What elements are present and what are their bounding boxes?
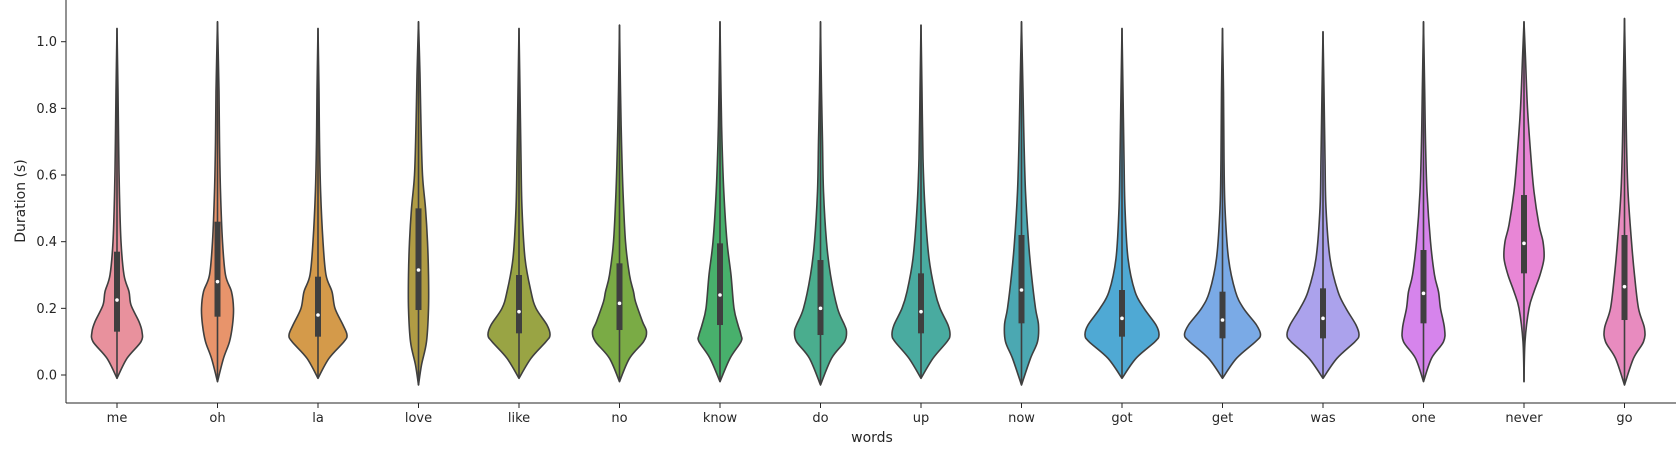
- violin-know: [697, 20, 743, 383]
- violin-la: [288, 27, 348, 380]
- violin-never: [1503, 20, 1545, 383]
- violin-iqr-box: [1420, 250, 1427, 324]
- violin-iqr-box: [717, 243, 723, 326]
- violin-iqr-box: [817, 260, 824, 336]
- violin-median: [215, 279, 220, 284]
- x-tick-label-never: never: [1505, 411, 1543, 426]
- violin-median: [1321, 316, 1325, 321]
- violin-median: [1421, 291, 1426, 296]
- violin-iqr-box: [415, 208, 422, 311]
- violin-get: [1183, 27, 1262, 380]
- violin-one: [1401, 20, 1446, 383]
- violin-do: [793, 20, 848, 386]
- x-tick-label-get: get: [1212, 411, 1233, 426]
- violin-median: [1220, 318, 1225, 322]
- violin-iqr-box: [1018, 235, 1025, 324]
- violin-oh: [200, 20, 235, 383]
- x-tick-label-me: me: [107, 411, 128, 426]
- violin-median: [818, 306, 823, 311]
- violin-me: [90, 27, 144, 380]
- violin-go: [1603, 17, 1646, 386]
- violin-median: [617, 301, 622, 306]
- x-tick-label-love: love: [405, 411, 432, 426]
- y-tick-label: 0.0: [36, 369, 57, 384]
- x-axis-label: words: [851, 430, 893, 446]
- violin-iqr-box: [1119, 290, 1125, 337]
- violin-iqr-box: [1521, 195, 1527, 274]
- x-axis-ticks: me oh la love like no know do up now got get was one n…: [107, 403, 1633, 426]
- x-tick-label-do: do: [812, 411, 828, 426]
- violin-was: [1286, 30, 1360, 380]
- y-tick-label: 0.6: [36, 169, 57, 184]
- violin-like: [487, 27, 551, 380]
- violin-median: [718, 293, 722, 297]
- y-tick-label: 0.8: [36, 102, 57, 117]
- x-tick-label-like: like: [508, 411, 530, 426]
- violin-median: [1622, 284, 1627, 289]
- violin-iqr-box: [616, 263, 623, 331]
- violin-median: [919, 309, 923, 314]
- violin-median: [115, 298, 119, 302]
- x-tick-label-know: know: [703, 411, 738, 426]
- violin-iqr-box: [1621, 235, 1628, 321]
- x-tick-label-go: go: [1616, 411, 1632, 426]
- violin-median: [1522, 241, 1526, 246]
- y-tick-label: 0.2: [36, 302, 57, 317]
- violin-iqr-box: [1320, 288, 1326, 339]
- x-tick-label-oh: oh: [209, 411, 225, 426]
- x-tick-label-was: was: [1310, 411, 1336, 426]
- violin-got: [1084, 27, 1160, 380]
- violin-median: [1019, 288, 1024, 292]
- y-tick-label: 1.0: [36, 35, 57, 50]
- y-axis-label: Duration (s): [13, 159, 29, 242]
- plot-area: [90, 17, 1646, 386]
- x-tick-label-got: got: [1111, 411, 1132, 426]
- y-tick-label: 0.4: [36, 235, 57, 250]
- violin-median: [416, 268, 421, 272]
- x-tick-label-now: now: [1008, 411, 1035, 426]
- violin-now: [1003, 20, 1040, 386]
- y-axis-ticks: 0.0 0.2 0.4 0.6 0.8 1.0: [36, 35, 66, 384]
- violin-iqr-box: [516, 275, 522, 334]
- violin-up: [891, 24, 951, 380]
- violin-median: [517, 309, 521, 314]
- x-tick-label-la: la: [312, 411, 324, 426]
- violin-love: [407, 20, 430, 386]
- x-tick-label-no: no: [611, 411, 627, 426]
- x-tick-label-one: one: [1411, 411, 1435, 426]
- violin-median: [1120, 316, 1124, 321]
- violin-iqr-box: [1219, 291, 1226, 339]
- violin-median: [316, 313, 320, 317]
- violin-iqr-box: [214, 221, 221, 317]
- violin-iqr-box: [114, 251, 120, 332]
- violin-iqr-box: [315, 276, 321, 337]
- violin-iqr-box: [918, 273, 924, 334]
- violin-no: [591, 24, 648, 383]
- x-tick-label-up: up: [913, 411, 930, 426]
